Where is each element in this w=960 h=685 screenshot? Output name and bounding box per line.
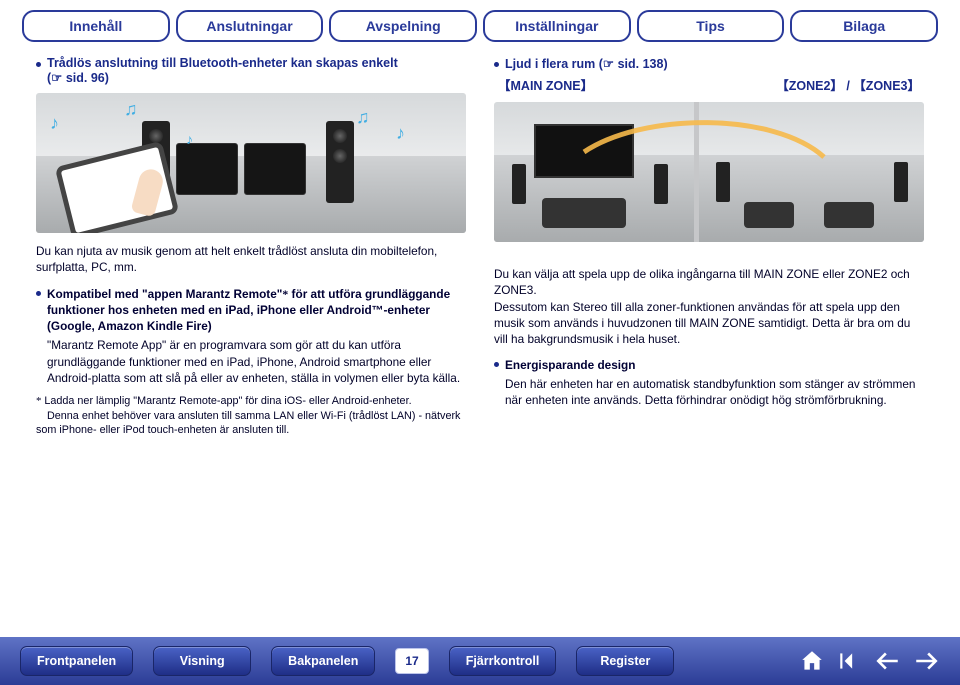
page-body: Trådlös anslutning till Bluetooth-enhete… [0,48,960,438]
zone-labels: 【MAIN ZONE】 【ZONE2】 / 【ZONE3】 [494,73,924,94]
btn-frontpanelen[interactable]: Frontpanelen [20,646,133,676]
energy-body: Den här enheten har en automatisk standb… [505,377,916,407]
asterisk-icon: * [36,395,41,407]
illustration-bluetooth: ♪ ♫ ♪ ♫ ♪ [36,93,466,233]
page-number: 17 [395,648,428,674]
prev-icon[interactable] [836,647,864,675]
footnote-lead: Ladda ner lämplig "Marantz Remote-app" f… [44,395,411,407]
btn-register[interactable]: Register [576,646,674,676]
zone-main-label: 【MAIN ZONE】 [498,75,593,94]
tab-tips[interactable]: Tips [637,10,785,42]
energy-bullet: Energisparande design Den här enheten ha… [494,357,924,408]
tab-installningar[interactable]: Inställningar [483,10,631,42]
home-icon[interactable] [798,647,826,675]
right-para2: Dessutom kan Stereo till alla zoner-funk… [494,299,924,348]
tab-innehall[interactable]: Innehåll [22,10,170,42]
btn-bakpanelen[interactable]: Bakpanelen [271,646,375,676]
bullet-icon [36,291,41,296]
back-arrow-icon[interactable] [874,647,902,675]
footnote: * Ladda ner lämplig "Marantz Remote-app"… [36,394,466,438]
left-heading-text: Trådlös anslutning till Bluetooth-enhete… [47,56,398,70]
bullet-icon [36,62,41,67]
left-page-ref[interactable]: (☞ sid. 96) [47,71,109,85]
tab-avspelning[interactable]: Avspelning [329,10,477,42]
left-heading: Trådlös anslutning till Bluetooth-enhete… [36,56,466,85]
tab-anslutningar[interactable]: Anslutningar [176,10,324,42]
top-nav: Innehåll Anslutningar Avspelning Inställ… [0,0,960,48]
btn-visning[interactable]: Visning [153,646,251,676]
right-column: Ljud i flera rum (☞ sid. 138) 【MAIN ZONE… [494,56,924,438]
compat-body: "Marantz Remote App" är en programvara s… [47,338,460,385]
bullet-icon [494,62,499,67]
btn-fjarrkontroll[interactable]: Fjärrkontroll [449,646,557,676]
tab-bilaga[interactable]: Bilaga [790,10,938,42]
left-intro: Du kan njuta av musik genom att helt enk… [36,243,466,276]
bottom-icons [798,647,940,675]
compat-bullet: Kompatibel med "appen Marantz Remote"* f… [36,286,466,387]
right-heading: Ljud i flera rum (☞ sid. 138) [494,56,924,71]
right-heading-text: Ljud i flera rum (☞ sid. 138) [505,56,668,71]
audio-path-icon [494,102,924,242]
illustration-multiroom [494,102,924,242]
left-column: Trådlös anslutning till Bluetooth-enhete… [36,56,466,438]
footnote-body: Denna enhet behöver vara ansluten till s… [36,410,460,437]
zone-right-label: 【ZONE2】 / 【ZONE3】 [776,75,920,94]
energy-title: Energisparande design [505,358,635,372]
bullet-icon [494,362,499,367]
compat-title-1: Kompatibel med "appen Marantz Remote" [47,287,282,301]
forward-arrow-icon[interactable] [912,647,940,675]
right-para1: Du kan välja att spela upp de olika ingå… [494,266,924,299]
bottom-bar: Frontpanelen Visning Bakpanelen 17 Fjärr… [0,637,960,685]
